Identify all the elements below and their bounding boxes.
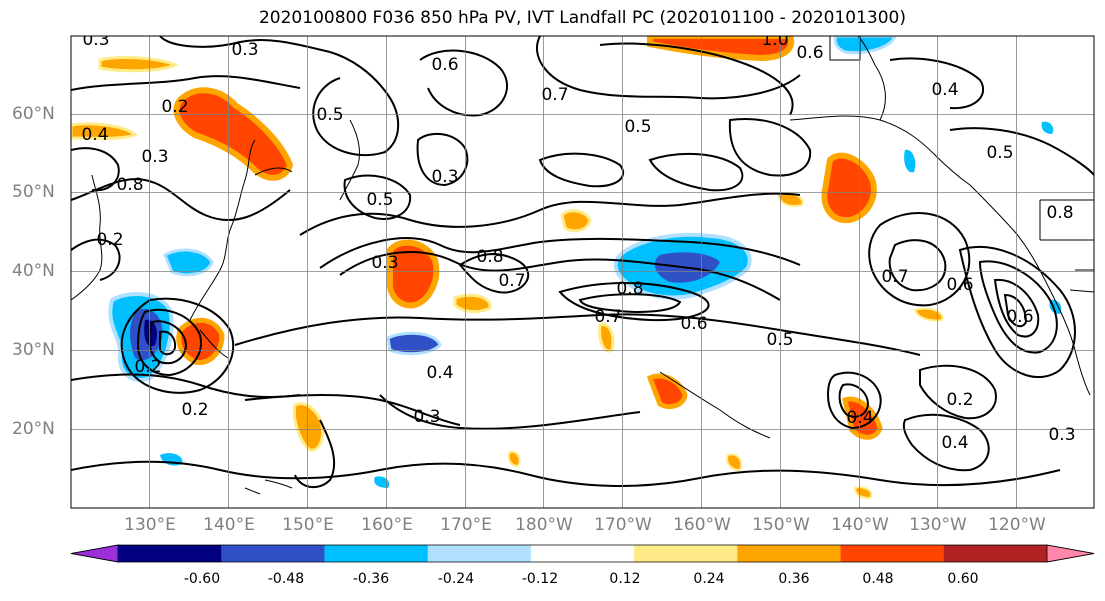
colorbar-swatch bbox=[221, 545, 325, 562]
colorbar-swatch bbox=[530, 545, 635, 562]
colorbar bbox=[70, 544, 1095, 563]
colorbar-tick-label: -0.36 bbox=[352, 571, 390, 587]
plot-frame bbox=[70, 35, 1095, 509]
lat-label-50n: 50°N bbox=[12, 182, 55, 202]
lon-label-150w: 150°W bbox=[752, 515, 810, 535]
gridlines bbox=[71, 36, 1094, 508]
contour-label: 0.5 bbox=[624, 117, 651, 137]
lon-label-120w: 120°W bbox=[988, 515, 1046, 535]
colorbar-swatch bbox=[427, 545, 532, 562]
contour-label: 0.3 bbox=[431, 167, 458, 187]
map-title: 2020100800 F036 850 hPa PV, IVT Landfall… bbox=[258, 8, 906, 28]
contour-label: 0.4 bbox=[941, 433, 968, 453]
contour-label: 0.7 bbox=[594, 307, 621, 327]
contour-label: 0.8 bbox=[476, 247, 503, 267]
colorbar-swatch bbox=[840, 545, 945, 562]
contour-label: 0.2 bbox=[181, 400, 208, 420]
contour-label: 0.4 bbox=[846, 408, 873, 428]
colorbar-outline bbox=[70, 544, 1095, 563]
contour-label: 0.8 bbox=[116, 175, 143, 195]
lat-label-40n: 40°N bbox=[12, 261, 55, 281]
colorbar-swatch bbox=[943, 545, 1048, 562]
lon-label-160e: 160°E bbox=[361, 515, 413, 535]
contour-labels: 0.3 0.3 0.4 0.5 0.3 0.6 0.6 1.0 0.7 0.5 0.5 0.4 0.2 0… bbox=[81, 30, 1075, 453]
contour-label: 0.3 bbox=[82, 30, 109, 50]
colorbar-tick-label: -0.12 bbox=[521, 571, 559, 587]
lon-label-150e: 150°E bbox=[282, 515, 334, 535]
contour-label: 0.3 bbox=[371, 253, 398, 273]
lon-label-170w: 170°W bbox=[594, 515, 652, 535]
colorbar-swatch bbox=[634, 545, 738, 562]
contour-label: 0.2 bbox=[161, 97, 188, 117]
contour-label: 0.3 bbox=[1048, 425, 1075, 445]
colorbar-tick-label: 0.24 bbox=[693, 571, 725, 587]
contour-label: 0.4 bbox=[81, 125, 108, 145]
shaded-positive-anomalies bbox=[71, 36, 944, 500]
contour-label: 0.3 bbox=[141, 147, 168, 167]
colorbar-swatch bbox=[324, 545, 429, 562]
contour-label: 0.4 bbox=[931, 80, 958, 100]
contour-label: 0.6 bbox=[1006, 307, 1033, 327]
contour-label: 0.7 bbox=[541, 85, 568, 105]
coastlines bbox=[71, 36, 1094, 495]
lon-label-140w: 140°W bbox=[831, 515, 889, 535]
contour-label: 0.5 bbox=[366, 190, 393, 210]
colorbar-tick-label: -0.60 bbox=[183, 571, 221, 587]
colorbar-tick-label: -0.24 bbox=[437, 571, 475, 587]
contour-label: 0.6 bbox=[946, 275, 973, 295]
colorbar-tick-label: 0.12 bbox=[609, 571, 641, 587]
contour-label: 0.8 bbox=[616, 279, 643, 299]
contour-label: 1.0 bbox=[761, 30, 788, 50]
lon-label-130e: 130°E bbox=[124, 515, 176, 535]
contour-label: 0.5 bbox=[766, 330, 793, 350]
colorbar-min-extension bbox=[70, 544, 119, 563]
colorbar-swatch bbox=[737, 545, 842, 562]
lat-label-30n: 30°N bbox=[12, 340, 55, 360]
contour-label: 0.6 bbox=[680, 314, 707, 334]
lon-label-170e: 170°E bbox=[440, 515, 492, 535]
colorbar-tick-label: -0.48 bbox=[267, 571, 305, 587]
contour-label: 0.6 bbox=[431, 55, 458, 75]
lat-label-20n: 20°N bbox=[12, 419, 55, 439]
contour-label: 0.4 bbox=[426, 363, 453, 383]
lat-label-60n: 60°N bbox=[12, 104, 55, 124]
contour-label: 0.3 bbox=[231, 40, 258, 60]
lon-label-140e: 140°E bbox=[203, 515, 255, 535]
lon-label-160w: 160°W bbox=[673, 515, 731, 535]
contour-label: 0.5 bbox=[316, 105, 343, 125]
contour-label: 0.2 bbox=[96, 230, 123, 250]
contour-label: 0.2 bbox=[946, 390, 973, 410]
contour-label: 0.2 bbox=[134, 357, 161, 377]
colorbar-tick-label: 0.36 bbox=[778, 571, 810, 587]
colorbar-tick-label: 0.48 bbox=[862, 571, 894, 587]
lon-label-180w: 180°W bbox=[515, 515, 573, 535]
contour-label: 0.7 bbox=[498, 271, 525, 291]
contour-label: 0.3 bbox=[413, 407, 440, 427]
colorbar-tick-label: 0.60 bbox=[947, 571, 979, 587]
colorbar-swatch bbox=[118, 545, 222, 562]
contour-label: 0.8 bbox=[1046, 203, 1073, 223]
contour-label: 0.7 bbox=[881, 267, 908, 287]
contour-label: 0.6 bbox=[796, 43, 823, 63]
colorbar-max-extension bbox=[1046, 544, 1095, 563]
contour-label: 0.5 bbox=[986, 143, 1013, 163]
lon-label-130w: 130°W bbox=[909, 515, 967, 535]
